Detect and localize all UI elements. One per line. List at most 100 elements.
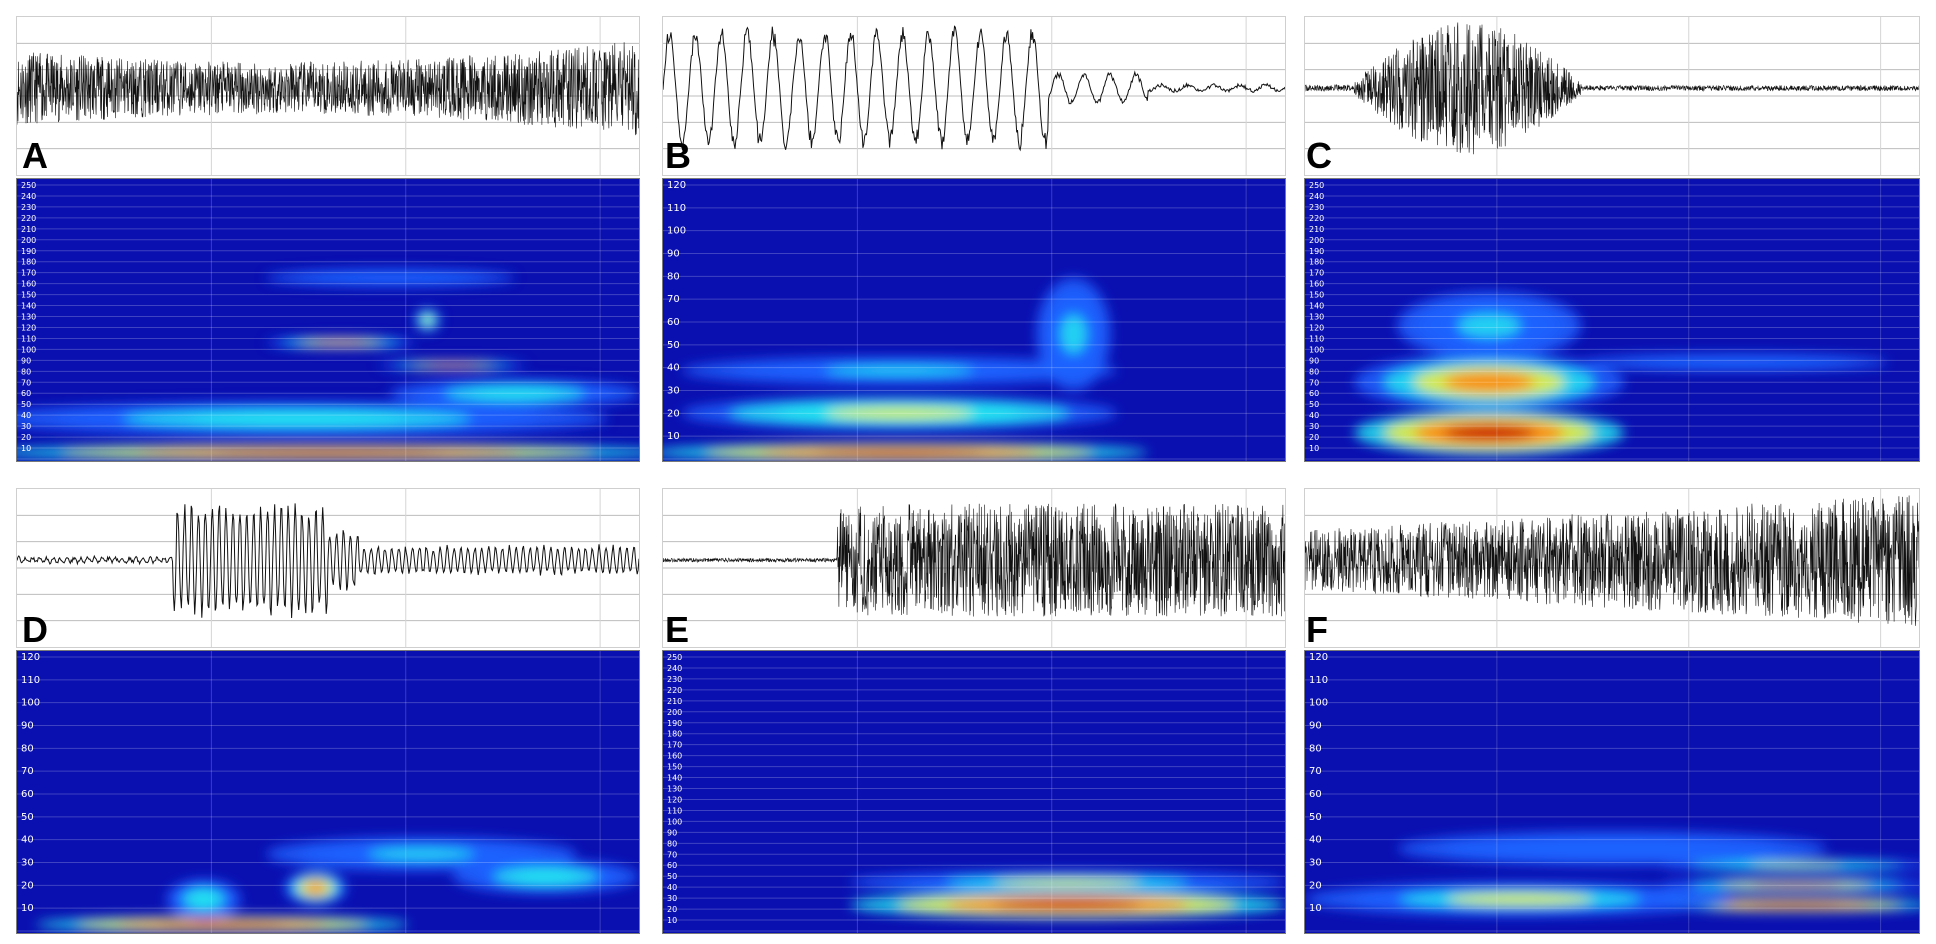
tick-label: 250 — [667, 653, 682, 662]
panel-letter-c: C — [1306, 135, 1332, 176]
spectral-energy — [158, 921, 286, 928]
tick-label: 70 — [1309, 766, 1322, 777]
tick-label: 60 — [1309, 389, 1319, 398]
spectral-energy — [1682, 359, 1787, 366]
tick-label: 150 — [1309, 291, 1324, 300]
tick-label: 220 — [21, 214, 36, 223]
tick-label: 10 — [667, 431, 680, 442]
spectral-energy — [1443, 425, 1536, 441]
tick-label: 20 — [667, 408, 680, 419]
tick-label: 170 — [667, 741, 682, 750]
spectral-energy — [368, 848, 475, 860]
tick-label: 200 — [21, 236, 36, 245]
tick-label: 40 — [667, 363, 680, 374]
waveform-b-plot — [663, 17, 1285, 175]
tick-label: 170 — [21, 269, 36, 278]
panel-letter-b: B — [665, 135, 691, 176]
tick-label: 20 — [1309, 433, 1319, 442]
waveform-d-plot — [17, 489, 639, 647]
tick-label: 10 — [1309, 903, 1322, 914]
tick-label: 190 — [21, 247, 36, 256]
spectral-energy — [472, 388, 557, 399]
tick-label: 180 — [21, 258, 36, 267]
spectrogram-d: 10 20 30 40 50 60 70 80 90 100 110 120 — [16, 650, 640, 934]
waveform-a — [16, 16, 640, 176]
panel-letter-f: F — [1306, 609, 1328, 650]
tick-label: 110 — [1309, 334, 1324, 343]
spectral-energy — [190, 892, 217, 906]
tick-label: 100 — [21, 698, 40, 709]
spectrogram-b: 10 20 30 40 50 60 70 80 90 100 110 120 — [662, 178, 1286, 462]
tick-label: 170 — [1309, 269, 1324, 278]
tick-label: 210 — [667, 697, 682, 706]
tick-label: 60 — [21, 389, 31, 398]
tick-label: 90 — [21, 356, 31, 365]
tick-label: 250 — [21, 181, 36, 190]
tick-label: 90 — [1309, 356, 1319, 365]
tick-label: 160 — [1309, 280, 1324, 289]
tick-label: 10 — [21, 903, 34, 914]
tick-label: 10 — [21, 444, 31, 453]
spectral-energy — [347, 274, 433, 281]
tick-label: 220 — [1309, 214, 1324, 223]
tick-label: 40 — [1309, 411, 1319, 420]
spectral-energy — [191, 412, 403, 425]
tick-label: 20 — [21, 880, 34, 891]
tick-label: 80 — [1309, 743, 1322, 754]
tick-label: 240 — [1309, 192, 1324, 201]
tick-label: 30 — [1309, 422, 1319, 431]
waveform-b — [662, 16, 1286, 176]
tick-label: 120 — [667, 180, 686, 191]
tick-label: 160 — [667, 752, 682, 761]
tick-label: 50 — [21, 400, 31, 409]
tick-label: 30 — [667, 386, 680, 397]
spectral-energy — [1443, 372, 1536, 392]
waveform-trace — [663, 503, 1285, 617]
spectrogram-f: 10 20 30 40 50 60 70 80 90 100 110 120 — [1304, 650, 1920, 934]
tick-label: 40 — [667, 883, 677, 892]
tick-label: 220 — [667, 686, 682, 695]
tick-label: 230 — [667, 675, 682, 684]
panel-letter-e: E — [665, 609, 690, 650]
tick-label: 130 — [1309, 313, 1324, 322]
waveform-f-plot — [1305, 489, 1919, 647]
waveform-d — [16, 488, 640, 648]
tick-label: 30 — [1309, 858, 1322, 869]
waveform-trace — [17, 42, 639, 136]
tick-label: 70 — [21, 766, 34, 777]
spectrogram-d-plot: 10 20 30 40 50 60 70 80 90 100 110 120 — [17, 651, 639, 933]
panel-letter-a: A — [22, 135, 48, 176]
spectral-energy — [1538, 842, 1686, 855]
tick-label: 20 — [667, 905, 677, 914]
tick-label: 30 — [21, 422, 31, 431]
waveform-c — [1304, 16, 1920, 176]
spectral-energy — [1457, 314, 1521, 338]
tick-label: 90 — [1309, 721, 1322, 732]
waveform-a-plot — [17, 17, 639, 175]
tick-label: 10 — [667, 916, 677, 925]
spectral-energy — [423, 316, 432, 324]
tick-label: 140 — [667, 774, 682, 783]
tick-label: 120 — [667, 795, 682, 804]
tick-label: 90 — [21, 721, 34, 732]
waveform-c-plot — [1305, 17, 1919, 175]
tick-label: 110 — [667, 203, 686, 214]
tick-label: 180 — [1309, 258, 1324, 267]
waveform-trace — [1305, 22, 1919, 155]
spectral-energy — [1060, 314, 1087, 354]
spectrogram-b-plot: 10 20 30 40 50 60 70 80 90 100 110 120 — [663, 179, 1285, 461]
spectral-energy — [1446, 893, 1593, 905]
tick-label: 120 — [1309, 652, 1328, 663]
tick-label: 50 — [1309, 812, 1322, 823]
spectral-energy — [1750, 902, 1843, 908]
tick-label: 80 — [1309, 367, 1319, 376]
tick-label: 100 — [667, 226, 686, 237]
spectral-energy — [993, 900, 1142, 910]
tick-label: 160 — [21, 280, 36, 289]
tick-label: 150 — [667, 763, 682, 772]
spectral-energy — [825, 365, 974, 376]
tick-label: 100 — [1309, 345, 1324, 354]
spectral-energy — [993, 878, 1142, 887]
